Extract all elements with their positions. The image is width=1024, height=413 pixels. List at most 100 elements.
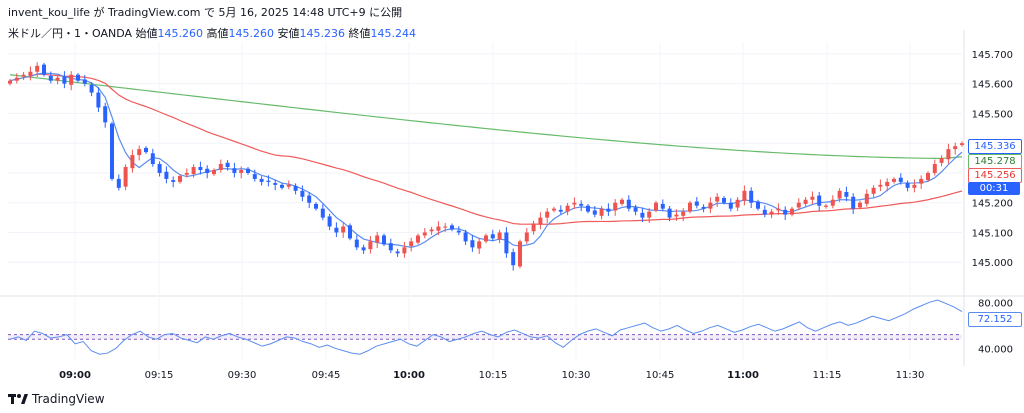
candle-body bbox=[674, 214, 679, 217]
candle-body bbox=[796, 202, 801, 208]
candle-body bbox=[198, 167, 203, 170]
candle-body bbox=[368, 241, 373, 250]
rsi-value-tag: 72.152 bbox=[968, 312, 1022, 327]
candle-body bbox=[858, 202, 862, 208]
candle-body bbox=[864, 193, 869, 204]
candle-body bbox=[116, 178, 121, 188]
close-label: 終値 bbox=[348, 27, 371, 40]
moving-average-slow bbox=[9, 74, 963, 160]
candle-body bbox=[830, 199, 835, 206]
candle-body bbox=[592, 210, 597, 215]
candle-body bbox=[844, 192, 849, 197]
open-value: 145.260 bbox=[157, 27, 204, 40]
candle-body bbox=[511, 252, 516, 266]
candle-body bbox=[150, 153, 155, 165]
candle-body bbox=[728, 202, 733, 209]
candle-body bbox=[8, 80, 12, 84]
candle-body bbox=[21, 74, 26, 77]
tradingview-logo-icon bbox=[8, 393, 28, 405]
candle-body bbox=[144, 147, 148, 153]
candle-body bbox=[626, 199, 631, 209]
candle-body bbox=[232, 168, 237, 173]
candle-body bbox=[436, 226, 441, 231]
candle-body bbox=[552, 208, 556, 211]
candle-body bbox=[456, 230, 461, 233]
candle-body bbox=[293, 186, 298, 191]
candle-body bbox=[606, 208, 611, 212]
candle-body bbox=[69, 74, 74, 85]
candle-body bbox=[178, 175, 182, 182]
candle-body bbox=[157, 164, 162, 173]
candle-body bbox=[429, 229, 434, 232]
time-tick-label: 11:00 bbox=[727, 370, 759, 381]
candlesticks bbox=[8, 62, 964, 271]
candle-body bbox=[89, 84, 94, 93]
candle-body bbox=[558, 209, 563, 212]
open-label: 始値 bbox=[135, 27, 158, 40]
candle-body bbox=[898, 177, 903, 182]
candle-body bbox=[620, 199, 624, 204]
candle-body bbox=[939, 158, 944, 163]
candle-body bbox=[654, 202, 658, 211]
time-tick-label: 10:00 bbox=[393, 370, 425, 381]
candle-body bbox=[205, 168, 210, 173]
price-tick-label: 145.200 bbox=[972, 199, 1013, 210]
candle-body bbox=[48, 75, 53, 81]
time-tick-label: 11:30 bbox=[896, 370, 925, 381]
candle-body bbox=[504, 232, 509, 254]
candle-body bbox=[252, 174, 257, 179]
high-value: 145.260 bbox=[228, 27, 275, 40]
price-tick-label: 145.700 bbox=[972, 50, 1013, 61]
candle-body bbox=[851, 196, 856, 209]
candle-body bbox=[225, 162, 230, 167]
countdown-tag: 00:31 bbox=[968, 182, 1020, 195]
candle-body bbox=[803, 199, 808, 204]
candle-body bbox=[76, 74, 80, 81]
price-tick-label: 145.000 bbox=[972, 258, 1013, 269]
candle-body bbox=[524, 232, 529, 242]
publish-info: invent_kou_life が TradingView.com で 5月 1… bbox=[8, 6, 403, 19]
rsi-pane: 80.000 40.000 bbox=[8, 298, 1013, 355]
candle-body bbox=[633, 207, 638, 212]
candle-body bbox=[701, 206, 706, 209]
candle-body bbox=[960, 143, 964, 145]
candle-body bbox=[885, 181, 890, 187]
candle-body bbox=[776, 208, 781, 211]
candle-body bbox=[82, 79, 87, 84]
candle-body bbox=[484, 235, 488, 242]
candle-body bbox=[762, 209, 767, 215]
candle-body bbox=[694, 201, 699, 206]
rsi-band bbox=[8, 334, 962, 340]
candle-body bbox=[28, 71, 33, 76]
candle-body bbox=[749, 190, 754, 203]
candle-body bbox=[681, 211, 686, 216]
candle-body bbox=[55, 77, 60, 81]
candle-body bbox=[790, 208, 794, 215]
candle-body bbox=[314, 203, 318, 209]
candle-body bbox=[565, 205, 570, 212]
candle-body bbox=[531, 223, 536, 232]
candle-body bbox=[14, 77, 19, 81]
candle-body bbox=[756, 201, 760, 209]
candle-body bbox=[375, 235, 380, 243]
candle-body bbox=[239, 169, 244, 173]
tradingview-brand: TradingView bbox=[32, 392, 105, 406]
candle-body bbox=[327, 216, 332, 227]
candle-body bbox=[538, 217, 543, 225]
candle-body bbox=[735, 199, 740, 208]
candle-body bbox=[273, 183, 278, 185]
candle-body bbox=[490, 234, 495, 239]
candle-body bbox=[191, 167, 196, 175]
tradingview-footer[interactable]: TradingView bbox=[8, 392, 105, 406]
candle-body bbox=[660, 203, 665, 209]
candle-body bbox=[212, 169, 216, 175]
candle-body bbox=[341, 226, 346, 233]
candle-body bbox=[443, 226, 448, 228]
candle-body bbox=[416, 235, 420, 243]
candle-body bbox=[586, 205, 590, 212]
candle-body bbox=[477, 241, 482, 249]
candle-body bbox=[837, 190, 842, 199]
candle-body bbox=[409, 241, 414, 247]
candle-body bbox=[246, 168, 250, 173]
